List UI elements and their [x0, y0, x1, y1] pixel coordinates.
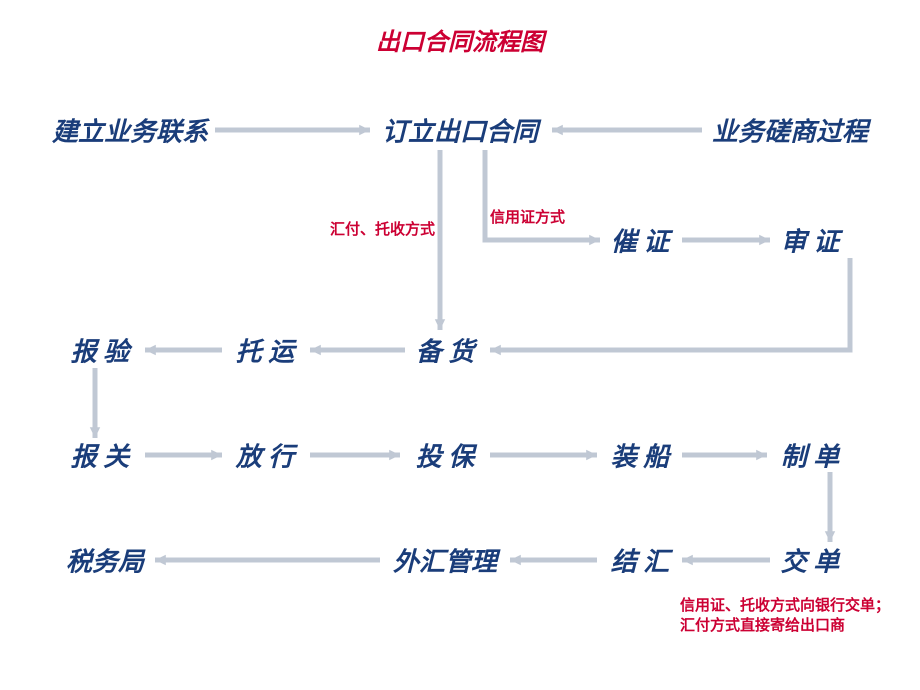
node-n15: 外汇管理 — [393, 542, 497, 579]
annotation-a3: 信用证、托收方式向银行交单； — [680, 594, 890, 615]
annotation-a1: 汇付、托收方式 — [330, 218, 435, 239]
node-n12: 装 船 — [611, 437, 670, 474]
flowchart-container: { "title": { "text": "出口合同流程图", "color":… — [0, 0, 920, 690]
node-n3: 业务磋商过程 — [712, 112, 868, 149]
annotation-a4: 汇付方式直接寄给出口商 — [680, 614, 845, 635]
node-n17: 交 单 — [781, 542, 840, 579]
node-n1: 建立业务联系 — [52, 112, 208, 149]
node-n14: 税务局 — [66, 542, 144, 579]
node-n9: 报 关 — [71, 437, 130, 474]
diagram-title: 出口合同流程图 — [0, 22, 920, 57]
node-n7: 托 运 — [236, 332, 295, 369]
node-n6: 报 验 — [71, 332, 130, 369]
node-n11: 投 保 — [416, 437, 475, 474]
node-n4: 催 证 — [611, 222, 670, 259]
node-n8: 备 货 — [416, 332, 475, 369]
node-n13: 制 单 — [781, 437, 840, 474]
node-n16: 结 汇 — [611, 542, 670, 579]
node-n10: 放 行 — [236, 437, 295, 474]
annotation-a2: 信用证方式 — [490, 206, 565, 227]
node-n2: 订立出口合同 — [382, 112, 538, 149]
node-n5: 审 证 — [781, 222, 840, 259]
